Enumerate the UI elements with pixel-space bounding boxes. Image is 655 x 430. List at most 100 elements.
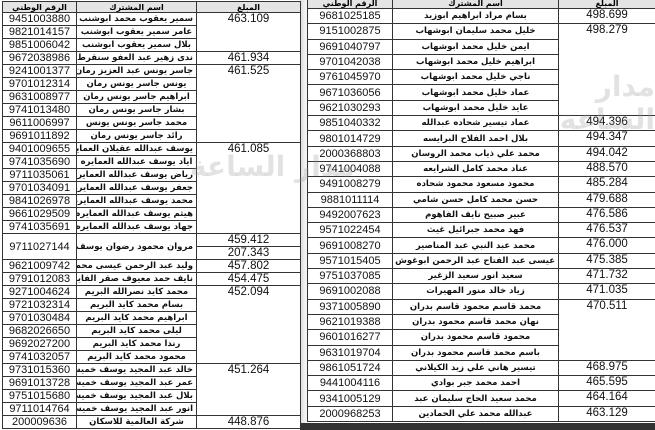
national-id-cell: 9751015680 [2, 389, 77, 403]
table-row: 9741035690 اياد يوسف عبدالله العمايره [2, 155, 301, 169]
table-row: 9741032057 محمود محمد كايد البريم [2, 350, 301, 364]
amount-cell: 498.699 [558, 7, 655, 25]
national-id-cell: 9741013480 [2, 103, 77, 117]
national-id-cell: 2000968253 [307, 405, 393, 423]
header-subscriber-name: اسم المشترك [76, 1, 197, 13]
national-id-cell: 9691040797 [307, 38, 393, 55]
subscriber-name-cell: فهد محمد جبرائيل غيث [392, 222, 559, 239]
national-id-cell: 9741004088 [307, 160, 393, 178]
amount-cell: 498.279 [558, 23, 655, 117]
table-row: 9271004624 محمد كايد نصرالله البريم 452.09… [2, 285, 301, 364]
national-id-cell: 9621019388 [307, 313, 393, 331]
table-row: 9621030293 عايد خليل محمد ابوشهاب [307, 99, 655, 117]
subscriber-name-cell: محمود محمد كايد البريم [76, 350, 197, 364]
amount-cell: 471.035 [558, 283, 655, 300]
table-row: 9711027144 مروان محمود رضوان يوسف 459.412 [2, 233, 301, 260]
table-row: 9721032314 بسام محمد كايد البريم [2, 298, 301, 312]
subscriber-name-cell: رائد جاسر يونس رمان [76, 129, 197, 143]
table-row: 9341005129 محمد سعيد الحاج سليمان عبد 464.… [307, 390, 655, 407]
subscriber-name-cell: بلال سمير يعقوب ابوشنب [76, 38, 197, 52]
national-id-cell: 9241001377 [2, 64, 77, 78]
subscriber-name-cell: هيثم يوسف عبدالله العمايره [76, 207, 197, 221]
table-row: 9692027200 رندا محمد كايد البريم [2, 337, 301, 351]
national-id-cell: 9721032314 [2, 298, 77, 312]
subscriber-name-cell: محمد جاسر يونس يونس [76, 116, 197, 130]
subscriber-name-cell: عماد تيسير شحاده عبدالله [392, 115, 559, 132]
subscriber-name-cell: محمد كايد نصرالله البريم [76, 285, 197, 299]
amount-cell: 461.934 [196, 51, 301, 65]
table-row: 9701042038 ابراهيم خليل محمد ابوشهاب [307, 53, 655, 71]
subscriber-name-cell: رياض يوسف عبدالله العمايره [76, 168, 197, 182]
national-id-cell: 9571015405 [307, 252, 393, 270]
table-row: 9451003880 سمير يعقوب محمد ابوشنب 463.109 [2, 12, 301, 52]
national-id-cell: 9631019704 [307, 344, 393, 361]
table-row: 9682026650 ليلى محمد كايد البريم [2, 324, 301, 338]
national-id-cell: 9401009655 [2, 142, 77, 156]
table-row: 9691002088 زياد خالد منور المهيرات 471.035 [307, 283, 655, 300]
subscriber-name-cell: بلال احمد الفلاح البرايسه [392, 130, 559, 147]
amount-cell: 494.347 [558, 130, 655, 147]
national-id-cell: 9371005890 [307, 298, 393, 315]
header-national-id: الرقم الوطني [307, 0, 393, 9]
table-row: 9661029509 هيثم يوسف عبدالله العمايره [2, 207, 301, 221]
table-row: 200009636 شركة العالمية للاسكان 448.876 [2, 415, 301, 429]
national-id-cell: 9621030293 [307, 99, 393, 117]
subscriber-name-cell: عبير صبيح نايف الفاهوم [392, 206, 559, 224]
table-row: 2000968253 عبدالله محمد علي الحمادين 463.1… [307, 405, 655, 423]
subscriber-name-cell: عامر سمير يعقوب ابوشنب [76, 25, 197, 39]
amount-cell: 207.343 [196, 246, 301, 260]
subscriber-name-cell: سمير يعقوب محمد ابوشنب [76, 12, 197, 26]
subscriber-name-cell: محمد يوسف عبدالله العمايره [76, 194, 197, 208]
subscriber-name-cell: بلال عبد المجيد يوسف خميس [76, 389, 197, 403]
table-row: 9691013728 عمر عبد المجيد يوسف خميس [2, 376, 301, 390]
national-id-cell: 9851040332 [307, 115, 393, 132]
header-amount: المبلغ [558, 0, 655, 9]
page-edge [300, 423, 655, 430]
national-id-cell: 9711027144 [2, 233, 77, 260]
national-id-cell: 9791012083 [2, 272, 77, 286]
national-id-cell: 9881011114 [307, 191, 393, 208]
subscriber-name-cell: بسام مراد ابراهيم ابوزيد [392, 7, 559, 25]
amount-cell: 471.732 [558, 268, 655, 285]
subscriber-name-cell: محمد علي ذياب محمد الروسان [392, 145, 559, 162]
subscriber-name-cell: محمود قاسم محمود بدران [392, 329, 559, 346]
amount-cell: 488.570 [558, 160, 655, 178]
national-id-cell: 9691013728 [2, 376, 77, 390]
subscriber-name-cell: ابراهيم خليل محمد ابوشهاب [392, 53, 559, 71]
national-id-cell: 9672038986 [2, 51, 77, 65]
subscriber-name-cell: ابراهيم محمد كايد البريم [76, 311, 197, 325]
subscriber-name-cell: محمود مسعود محمود شحاده [392, 176, 559, 193]
subscriber-name-cell: يونس جاسر يونس رمان [76, 77, 197, 91]
national-id-cell: 9491008279 [307, 176, 393, 193]
subscriber-name-cell: تيسير هاني علي زيد الكيلاني [392, 359, 559, 377]
table-row: 2000368803 محمد علي ذياب محمد الروسان 494.… [307, 145, 655, 162]
table-row: 9151002875 خليل محمد سليمان ابوشهاب 498.27… [307, 23, 655, 117]
subscriber-name-cell: عمر عبد المجيد يوسف خميس [76, 376, 197, 390]
subscriber-name-cell: عبدالله محمد علي الحمادين [392, 405, 559, 423]
right-subscribers-table: الرقم الوطني اسم المشترك المبلغ 96810251… [307, 0, 655, 423]
amount-cell: 461.085 [196, 142, 301, 234]
amount-cell: 476.586 [558, 206, 655, 224]
table-row: 9881011114 حسن محمد كامل حسن شامي 479.688 [307, 191, 655, 208]
national-id-cell: 9741035690 [2, 155, 77, 169]
subscriber-name-cell: بسام محمد كايد البريم [76, 298, 197, 312]
national-id-cell: 9601016277 [307, 329, 393, 346]
amount-cell: 463.129 [558, 405, 655, 423]
table-row: 9741004088 عناد محمد كامل الشرايعه 488.570 [307, 160, 655, 178]
table-row: 9672038986 ندى زهير عبد العفو سنقرط 461.93… [2, 51, 301, 65]
table-row: 9401009655 يوسف عبدالله عقيلان العمايره 46… [2, 142, 301, 234]
subscriber-name-cell: مروان محمود رضوان يوسف [76, 233, 197, 260]
national-id-cell: 9741035691 [2, 220, 77, 234]
amount-cell: 454.475 [196, 272, 301, 286]
national-id-cell: 9671036056 [307, 84, 393, 101]
subscriber-name-cell: جهاد يوسف عبدالله العمايره [76, 220, 197, 234]
subscriber-name-cell: شركة العالمية للاسكان [76, 415, 197, 429]
amount-cell: 463.109 [196, 12, 301, 52]
amount-cell: 461.525 [196, 64, 301, 143]
national-id-cell: 9821014157 [2, 25, 77, 39]
subscriber-name-cell: عايد خليل محمد ابوشهاب [392, 99, 559, 117]
table-row: 9571022454 فهد محمد جبرائيل غيث 476.537 [307, 222, 655, 239]
national-id-cell: 2000368803 [307, 145, 393, 162]
table-row: 9841026978 محمد يوسف عبدالله العمايره [2, 194, 301, 208]
subscriber-name-cell: يوسف عبدالله عقيلان العمايره [76, 142, 197, 156]
